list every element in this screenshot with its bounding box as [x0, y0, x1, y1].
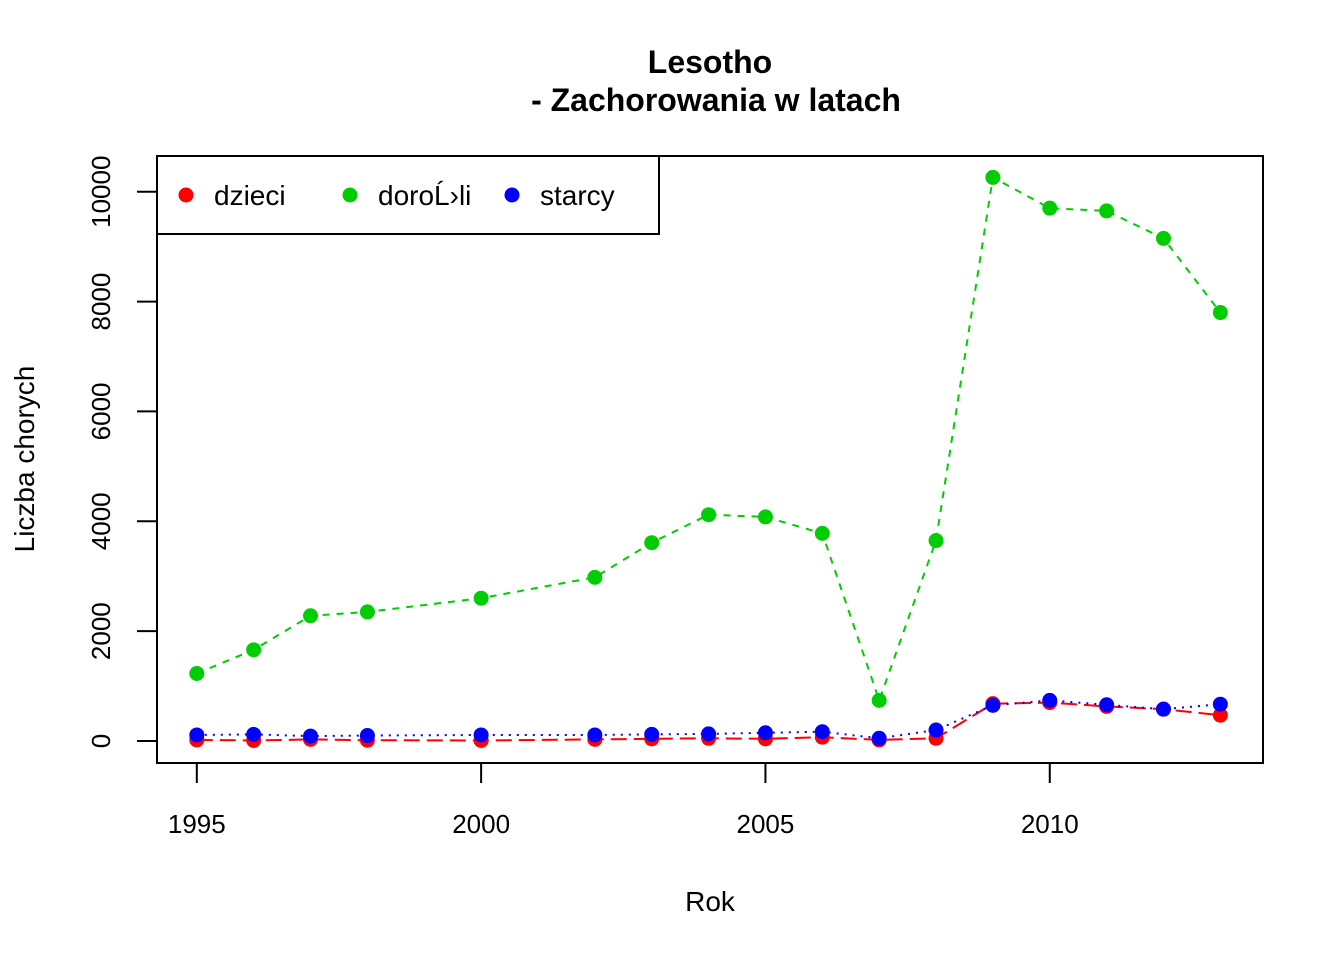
data-point: [1212, 696, 1228, 712]
y-tick-label: 6000: [86, 383, 116, 441]
data-point: [701, 726, 717, 742]
x-tick-label: 2005: [737, 809, 795, 839]
chart-title-line1: Lesotho: [648, 44, 772, 80]
data-point: [1212, 707, 1228, 723]
plot-frame: [156, 155, 1264, 764]
data-point: [871, 692, 887, 708]
axes: 1995 2000 2005 2010 0 2000 4000 6000 8000 10000: [86, 156, 1079, 839]
data-point: [473, 590, 489, 606]
data-point: [246, 726, 262, 742]
data-point: [1042, 692, 1058, 708]
data-point: [985, 697, 1001, 713]
data-point: [757, 725, 773, 741]
legend-entry: doroĹ›li: [342, 180, 471, 211]
y-tick-label: 2000: [86, 602, 116, 660]
data-point: [359, 604, 375, 620]
legend-label: starcy: [540, 180, 615, 211]
legend-marker: [178, 187, 194, 203]
data-point: [814, 724, 830, 740]
data-point: [1155, 230, 1171, 246]
data-point: [928, 722, 944, 738]
data-point: [644, 535, 660, 551]
series-starcy: [189, 692, 1228, 746]
legend: dzieci doroĹ›li starcy: [156, 155, 660, 235]
x-axis-label: Rok: [685, 886, 736, 917]
data-point: [644, 726, 660, 742]
data-point: [359, 728, 375, 744]
data-point: [928, 533, 944, 549]
data-point: [871, 730, 887, 746]
data-point: [246, 642, 262, 658]
data-point: [189, 665, 205, 681]
data-point: [587, 569, 603, 585]
data-point: [473, 727, 489, 743]
chart-title-line2: - Zachorowania w latach: [531, 82, 901, 118]
y-tick-label: 8000: [86, 273, 116, 331]
y-tick-label: 0: [86, 734, 116, 748]
data-point: [1099, 203, 1115, 219]
legend-label: dzieci: [214, 180, 286, 211]
x-tick-label: 2000: [452, 809, 510, 839]
legend-marker: [342, 187, 358, 203]
data-point: [1042, 200, 1058, 216]
legend-box: [156, 155, 660, 235]
data-point: [1212, 305, 1228, 321]
data-point: [303, 608, 319, 624]
data-point: [985, 169, 1001, 185]
data-point: [701, 507, 717, 523]
series-line: [196, 175, 1222, 704]
legend-label: doroĹ›li: [378, 180, 471, 211]
data-point: [1155, 701, 1171, 717]
legend-marker: [504, 187, 520, 203]
series-line: [196, 701, 1221, 742]
legend-entry: dzieci: [178, 180, 286, 211]
series-layer: [189, 169, 1228, 748]
y-axis-label: Liczba chorych: [9, 366, 40, 553]
data-point: [587, 727, 603, 743]
x-tick-label: 2010: [1021, 809, 1079, 839]
data-point: [814, 525, 830, 541]
legend-entry: starcy: [504, 180, 615, 211]
data-point: [303, 728, 319, 744]
y-tick-label: 4000: [86, 492, 116, 550]
data-point: [1099, 697, 1115, 713]
y-tick-label: 10000: [86, 156, 116, 228]
x-tick-label: 1995: [168, 809, 226, 839]
data-point: [189, 727, 205, 743]
series-doroĹ›li: [189, 169, 1228, 708]
data-point: [757, 509, 773, 525]
